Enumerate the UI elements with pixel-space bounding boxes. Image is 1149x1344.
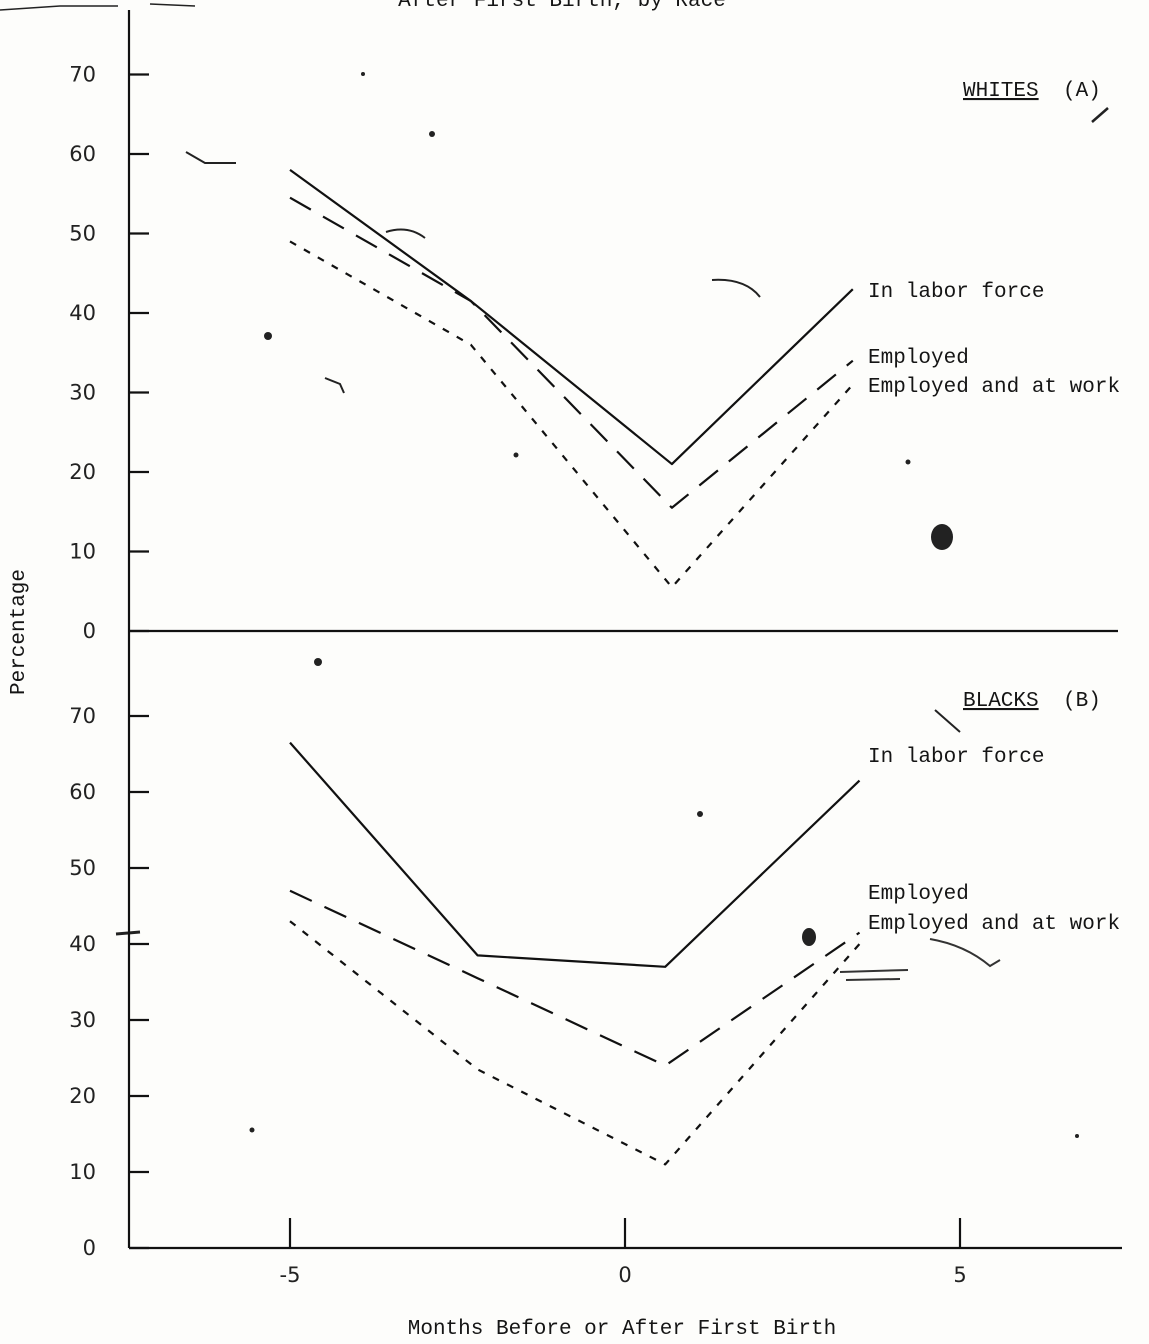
x-tick-label: 0 xyxy=(618,1263,631,1287)
panel-b-title-suffix: (B) xyxy=(1063,690,1101,713)
x-ticks: -5 0 5 xyxy=(280,1218,967,1287)
panel-a-label-employed-at-work: Employed and at work xyxy=(868,376,1120,399)
series-line-employed xyxy=(289,889,861,1067)
panel-b-label-employed: Employed xyxy=(868,883,969,906)
y-tick-label: 60 xyxy=(69,142,96,166)
figure-title: After First Birth, by Race xyxy=(398,0,726,13)
series-line-employed xyxy=(289,196,854,509)
panel-a-title: WHITES xyxy=(963,80,1039,103)
y-tick-label: 0 xyxy=(83,619,96,643)
panel-b-series xyxy=(289,741,861,1166)
y-tick-label: 10 xyxy=(69,1160,96,1184)
panel-b-label-in-labor-force: In labor force xyxy=(868,746,1044,769)
x-tick-label: 5 xyxy=(953,1263,966,1287)
y-tick-label: 0 xyxy=(83,1236,96,1260)
panel-b-label-employed-at-work: Employed and at work xyxy=(868,913,1120,936)
x-tick-label: -5 xyxy=(280,1263,301,1287)
panel-a-y-ticks: 0 10 20 30 40 50 60 70 xyxy=(69,63,149,643)
series-line-in-labor-force xyxy=(289,169,854,466)
y-tick-label: 30 xyxy=(69,381,96,405)
scan-noise xyxy=(0,3,1109,1138)
y-tick-label: 70 xyxy=(69,63,96,87)
panel-b-y-ticks: 0 10 20 30 40 50 60 70 xyxy=(69,704,149,1260)
y-tick-label: 50 xyxy=(69,856,96,880)
panel-a-title-suffix: (A) xyxy=(1063,80,1101,103)
y-tick-label: 40 xyxy=(69,301,96,325)
y-tick-label: 20 xyxy=(69,460,96,484)
series-line-employed-and-at-work xyxy=(289,240,854,589)
y-tick-label: 70 xyxy=(69,704,96,728)
y-tick-label: 30 xyxy=(69,1008,96,1032)
panel-a-label-employed: Employed xyxy=(868,347,969,370)
y-tick-label: 40 xyxy=(69,932,96,956)
panel-a-label-in-labor-force: In labor force xyxy=(868,281,1044,304)
y-tick-label: 10 xyxy=(69,540,96,564)
series-line-employed-and-at-work xyxy=(289,920,861,1166)
panel-a-series xyxy=(289,169,854,589)
y-tick-label: 60 xyxy=(69,780,96,804)
y-tick-label: 50 xyxy=(69,222,96,246)
panel-b-title: BLACKS xyxy=(963,690,1039,713)
series-line-in-labor-force xyxy=(289,741,861,968)
x-axis-label: Months Before or After First Birth xyxy=(408,1318,836,1341)
y-axis-label: Percentage xyxy=(8,569,31,695)
y-tick-label: 20 xyxy=(69,1084,96,1108)
